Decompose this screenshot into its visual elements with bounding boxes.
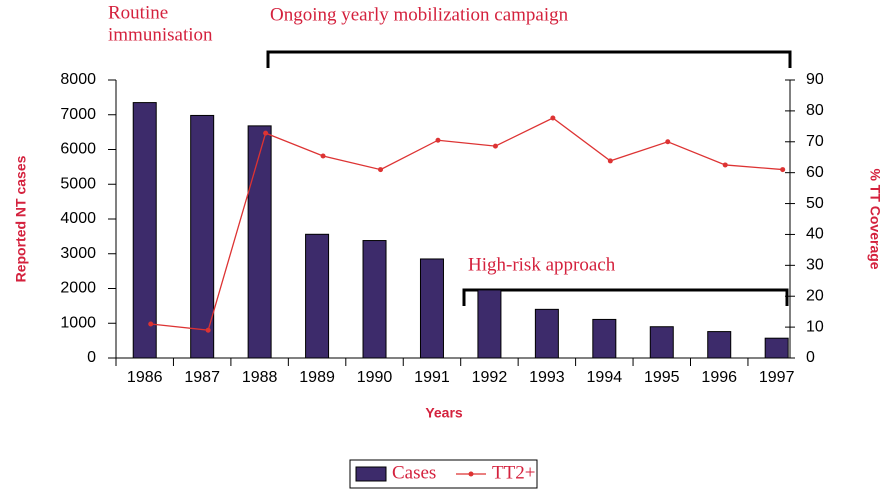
x-tick-label: 1994	[587, 369, 623, 386]
bracket	[266, 50, 792, 68]
bar	[477, 289, 502, 359]
y-tick-label: 7000	[60, 106, 96, 123]
y2-tick-label: 30	[806, 257, 824, 274]
bar	[764, 337, 789, 359]
x-tick-label: 1992	[472, 369, 508, 386]
y2-tick-label: 70	[806, 133, 824, 150]
point	[263, 130, 269, 136]
y2-tick-label: 20	[806, 287, 824, 304]
bar	[132, 102, 157, 359]
legend-label: TT2+	[492, 462, 535, 483]
y-tick-label: 6000	[60, 141, 96, 158]
point	[607, 158, 613, 164]
y-tick-label: 2000	[60, 280, 96, 297]
y-tick-label: 0	[87, 349, 96, 366]
x-tick-label: 1997	[759, 369, 795, 386]
point	[148, 321, 154, 327]
bar	[362, 240, 387, 359]
y-tick-label: 3000	[60, 245, 96, 262]
x-tick-label: 1986	[127, 369, 163, 386]
point	[722, 162, 728, 168]
bar	[592, 318, 617, 359]
y-tick-label: 1000	[60, 314, 96, 331]
point	[550, 115, 556, 121]
y2-tick-label: 60	[806, 164, 824, 181]
annotation: Ongoing yearly mobilization campaign	[270, 4, 569, 25]
y-tick-label: 4000	[60, 210, 96, 227]
x-tick-label: 1987	[184, 369, 220, 386]
legend-swatch	[355, 466, 387, 482]
x-tick-label: 1989	[299, 369, 335, 386]
y2-tick-label: 90	[806, 71, 824, 88]
point	[320, 153, 326, 159]
annotation: Routine	[108, 2, 168, 23]
y-tick-label: 8000	[60, 71, 96, 88]
bar	[247, 125, 272, 359]
point	[492, 143, 498, 149]
y2-tick-label: 80	[806, 102, 824, 119]
x-tick-label: 1995	[644, 369, 680, 386]
y2-tick-label: 50	[806, 195, 824, 212]
line	[150, 117, 783, 331]
y2-axis-title: % TT Coverage	[867, 168, 883, 269]
y2-tick-label: 10	[806, 318, 824, 335]
legend-swatch	[468, 471, 474, 477]
point	[665, 139, 671, 145]
y2-tick-label: 0	[806, 349, 815, 366]
bracket	[462, 288, 789, 306]
bar	[707, 331, 732, 359]
x-tick-label: 1993	[529, 369, 565, 386]
point	[435, 137, 441, 143]
annotation: High-risk approach	[468, 254, 616, 275]
point	[780, 167, 786, 173]
bar	[534, 308, 559, 359]
x-tick-label: 1990	[357, 369, 393, 386]
bar	[649, 326, 674, 359]
x-axis-title: Years	[425, 405, 463, 421]
y-tick-label: 5000	[60, 175, 96, 192]
y2-tick-label: 40	[806, 226, 824, 243]
point	[205, 327, 211, 333]
y-axis-title: Reported NT cases	[13, 155, 29, 282]
x-tick-label: 1991	[414, 369, 450, 386]
annotation: immunisation	[108, 24, 213, 45]
bar	[190, 114, 215, 359]
bar	[305, 233, 330, 359]
legend-label: Cases	[392, 462, 436, 483]
point	[378, 167, 384, 173]
x-tick-label: 1988	[242, 369, 278, 386]
bar	[419, 258, 444, 359]
x-tick-label: 1996	[701, 369, 737, 386]
